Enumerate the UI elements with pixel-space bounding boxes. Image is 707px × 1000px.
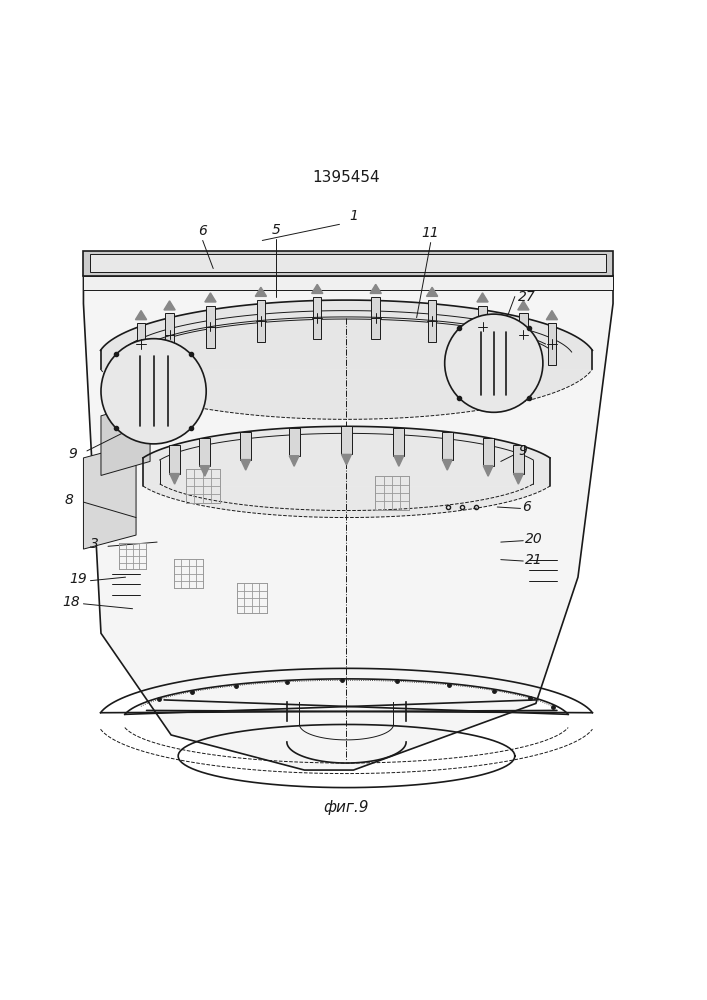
Text: 1: 1 [349, 209, 358, 223]
Polygon shape [90, 254, 606, 272]
Bar [165, 313, 174, 356]
Text: фиг.9: фиг.9 [324, 800, 369, 815]
Text: 27: 27 [518, 290, 536, 304]
Polygon shape [513, 474, 523, 484]
Bar [428, 300, 436, 342]
Bar [169, 445, 180, 474]
Polygon shape [83, 276, 613, 290]
Bar [137, 323, 145, 365]
Bar [199, 438, 211, 466]
Text: 8: 8 [65, 493, 74, 507]
Polygon shape [170, 474, 180, 484]
Text: 20: 20 [525, 532, 543, 546]
Polygon shape [83, 444, 136, 549]
Bar [479, 306, 486, 348]
Circle shape [445, 314, 543, 412]
Bar [240, 432, 251, 460]
Bar [313, 297, 322, 339]
Polygon shape [289, 456, 299, 466]
Polygon shape [241, 460, 250, 470]
Polygon shape [370, 284, 381, 293]
Bar [237, 583, 267, 613]
Bar [119, 543, 146, 569]
Polygon shape [483, 466, 493, 476]
Text: 9: 9 [518, 444, 527, 458]
Text: 21: 21 [525, 553, 543, 567]
Text: 6: 6 [198, 224, 207, 238]
Polygon shape [100, 300, 592, 419]
Polygon shape [547, 311, 558, 320]
Polygon shape [200, 466, 210, 476]
Bar [482, 438, 493, 466]
Polygon shape [255, 287, 267, 296]
Text: 11: 11 [422, 226, 440, 240]
Polygon shape [136, 311, 146, 320]
Text: 18: 18 [62, 595, 80, 609]
Bar [206, 306, 215, 348]
Polygon shape [83, 251, 613, 276]
Polygon shape [341, 454, 351, 465]
Bar [548, 323, 556, 365]
Bar [341, 426, 352, 454]
Text: 5: 5 [272, 223, 281, 237]
Polygon shape [426, 287, 438, 296]
Polygon shape [443, 460, 452, 470]
Bar [442, 432, 453, 460]
Bar [519, 313, 527, 356]
Text: 19: 19 [69, 572, 87, 586]
Circle shape [101, 339, 206, 444]
Bar [288, 428, 300, 456]
Bar [371, 297, 380, 339]
Polygon shape [101, 402, 150, 475]
Polygon shape [164, 301, 175, 310]
Bar [513, 445, 524, 474]
Text: 3: 3 [90, 537, 98, 551]
Polygon shape [477, 293, 488, 302]
Polygon shape [143, 426, 550, 518]
Polygon shape [312, 284, 323, 293]
Bar [393, 428, 404, 456]
Polygon shape [394, 456, 404, 466]
Polygon shape [83, 276, 613, 770]
Bar [174, 559, 204, 588]
Text: 1395454: 1395454 [312, 170, 380, 185]
Text: 9: 9 [69, 447, 77, 461]
Text: 6: 6 [522, 500, 531, 514]
Bar [186, 469, 220, 503]
Polygon shape [205, 293, 216, 302]
Polygon shape [518, 301, 529, 310]
Bar [257, 300, 265, 342]
Bar [375, 476, 409, 510]
